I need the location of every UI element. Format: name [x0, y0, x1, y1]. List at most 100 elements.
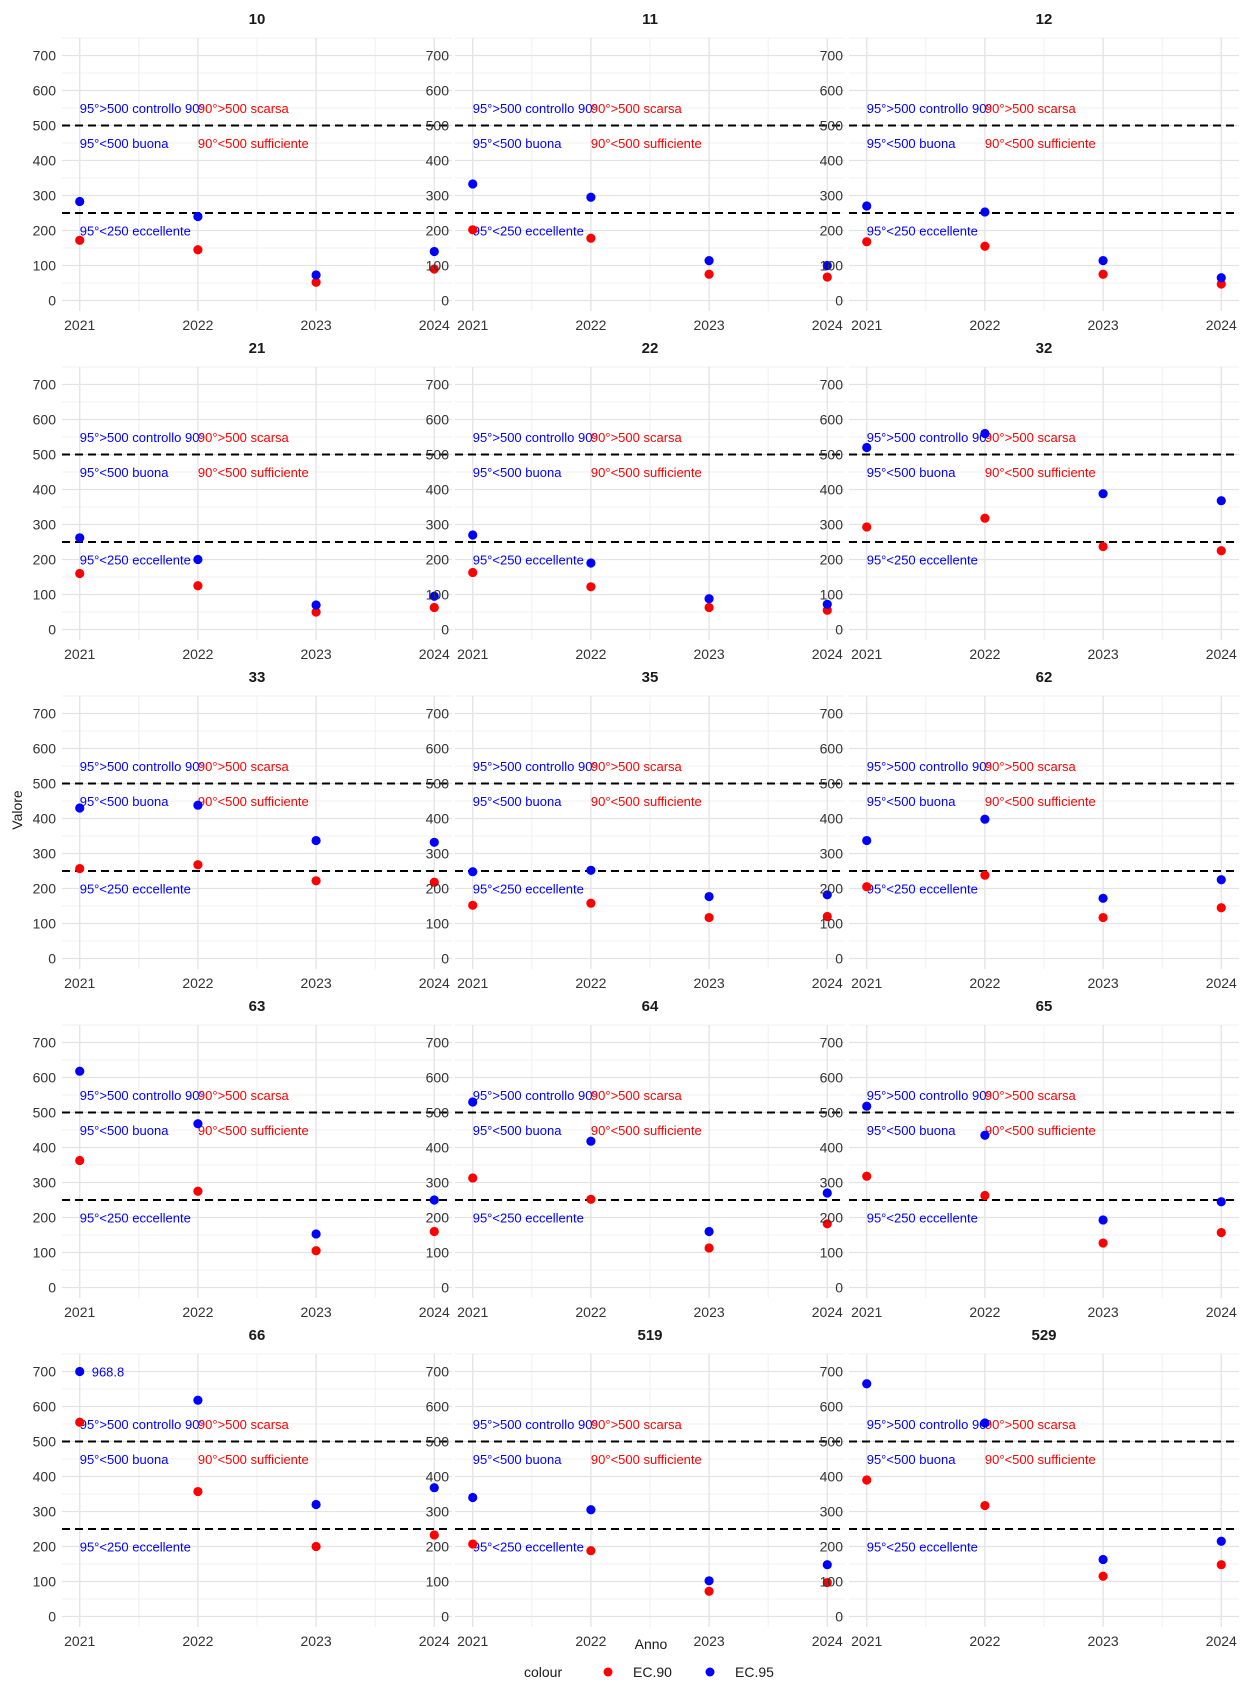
y-tick-label: 200 — [33, 223, 57, 239]
x-tick-label: 2024 — [419, 975, 450, 991]
panel-title: 66 — [249, 1327, 266, 1344]
point-ec90 — [862, 882, 872, 892]
x-tick-label: 2021 — [851, 646, 882, 662]
point-ec90 — [311, 277, 321, 287]
y-tick-label: 200 — [426, 881, 450, 897]
panel-22: 22 0 100 200 300 400 500 600 700 2021 2022 2023 2024… — [426, 340, 845, 662]
y-tick-label: 300 — [33, 846, 57, 862]
threshold-annotation: 90°>500 scarsa — [985, 430, 1077, 445]
y-tick-label: 300 — [33, 517, 57, 533]
y-tick-label: 500 — [426, 776, 450, 792]
y-tick-label: 700 — [33, 1035, 57, 1051]
point-ec95 — [311, 270, 321, 280]
threshold-annotation: 95°<500 buona — [867, 465, 956, 480]
panel-title: 12 — [1036, 11, 1053, 28]
threshold-annotation: 90°<500 sufficiente — [591, 1452, 702, 1467]
x-tick-label: 2022 — [182, 1633, 213, 1649]
threshold-annotation: 95°>500 controllo 90° — [867, 1088, 992, 1103]
point-ec90 — [1216, 903, 1226, 913]
y-tick-label: 300 — [426, 517, 450, 533]
y-tick-label: 300 — [426, 846, 450, 862]
y-tick-label: 0 — [48, 293, 56, 309]
y-tick-label: 500 — [33, 1434, 57, 1450]
y-tick-label: 600 — [33, 741, 57, 757]
y-tick-label: 100 — [33, 1574, 57, 1590]
y-tick-label: 600 — [820, 83, 844, 99]
y-tick-label: 700 — [820, 1035, 844, 1051]
y-tick-label: 300 — [820, 188, 844, 204]
y-tick-label: 700 — [426, 48, 450, 64]
point-ec90 — [980, 241, 990, 251]
y-tick-label: 200 — [33, 1210, 57, 1226]
threshold-annotation: 95°>500 controllo 90° — [473, 1417, 598, 1432]
y-tick-label: 0 — [835, 1280, 843, 1296]
y-tick-label: 200 — [426, 1539, 450, 1555]
y-tick-label: 300 — [820, 1504, 844, 1520]
y-tick-label: 100 — [820, 916, 844, 932]
y-tick-label: 0 — [48, 951, 56, 967]
threshold-annotation: 90°>500 scarsa — [198, 759, 290, 774]
y-tick-label: 100 — [426, 258, 450, 274]
y-tick-label: 0 — [835, 622, 843, 638]
threshold-annotation: 90°<500 sufficiente — [591, 1123, 702, 1138]
point-ec90 — [1098, 541, 1108, 552]
point-ec90 — [586, 582, 596, 592]
y-tick-label: 400 — [820, 1469, 844, 1485]
threshold-annotation: 90°<500 sufficiente — [985, 794, 1096, 809]
legend-swatch-ec95 — [705, 1667, 715, 1677]
y-tick-label: 500 — [820, 1434, 844, 1450]
point-ec95 — [468, 179, 478, 189]
point-ec90 — [822, 911, 832, 922]
threshold-annotation: 95°<500 buona — [473, 1123, 562, 1138]
point-ec95 — [704, 1576, 714, 1586]
point-ec95 — [75, 533, 85, 543]
threshold-annotation: 95°<250 eccellente — [473, 553, 584, 568]
panel-title: 21 — [249, 340, 266, 357]
x-tick-label: 2021 — [64, 646, 95, 662]
point-ec90 — [980, 1190, 990, 1201]
point-ec95 — [1098, 1554, 1108, 1565]
point-ec95 — [980, 814, 990, 824]
x-tick-label: 2023 — [1088, 1304, 1119, 1320]
x-tick-label: 2023 — [1088, 975, 1119, 991]
x-tick-label: 2022 — [182, 646, 213, 662]
x-tick-label: 2023 — [1088, 646, 1119, 662]
point-ec90 — [1216, 279, 1226, 289]
point-ec95 — [429, 837, 439, 847]
threshold-annotation: 90°<500 sufficiente — [198, 1123, 309, 1138]
y-tick-label: 400 — [426, 482, 450, 498]
point-ec90 — [862, 1475, 872, 1485]
panel-title: 10 — [249, 11, 266, 28]
y-tick-label: 500 — [820, 776, 844, 792]
point-ec95 — [822, 260, 832, 271]
x-tick-label: 2022 — [575, 317, 606, 333]
panel-title: 35 — [642, 669, 659, 686]
panel-title: 529 — [1031, 1327, 1056, 1344]
point-ec90 — [429, 264, 439, 274]
y-tick-label: 0 — [835, 293, 843, 309]
point-ec90 — [193, 581, 203, 591]
y-tick-label: 500 — [820, 447, 844, 463]
x-tick-label: 2024 — [419, 646, 450, 662]
x-tick-label: 2022 — [969, 1304, 1000, 1320]
point-ec90 — [704, 602, 714, 613]
point-ec90 — [704, 1243, 714, 1253]
point-ec95 — [429, 1195, 439, 1205]
y-tick-label: 300 — [33, 188, 57, 204]
x-tick-label: 2023 — [694, 646, 725, 662]
threshold-annotation: 95°<500 buona — [473, 465, 562, 480]
panel-33: 33 0 100 200 300 400 500 600 700 2021 2022 2023 2024… — [33, 669, 452, 991]
threshold-annotation: 95°<250 eccellente — [80, 224, 191, 239]
x-tick-label: 2024 — [1206, 1633, 1237, 1649]
panel-12: 12 0 100 200 300 400 500 600 700 2021 2022 2023 2024… — [820, 11, 1239, 333]
threshold-annotation: 90°>500 scarsa — [591, 1088, 683, 1103]
threshold-annotation: 90°<500 sufficiente — [591, 465, 702, 480]
x-tick-label: 2024 — [419, 1633, 450, 1649]
panel-529: 529 0 100 200 300 400 500 600 700 2021 2022 2023 202… — [820, 1327, 1239, 1649]
threshold-annotation: 95°<500 buona — [80, 1452, 169, 1467]
x-tick-label: 2021 — [457, 975, 488, 991]
x-tick-label: 2023 — [301, 1633, 332, 1649]
x-tick-label: 2023 — [301, 317, 332, 333]
panel-title: 62 — [1036, 669, 1053, 686]
threshold-annotation: 95°<500 buona — [867, 1452, 956, 1467]
